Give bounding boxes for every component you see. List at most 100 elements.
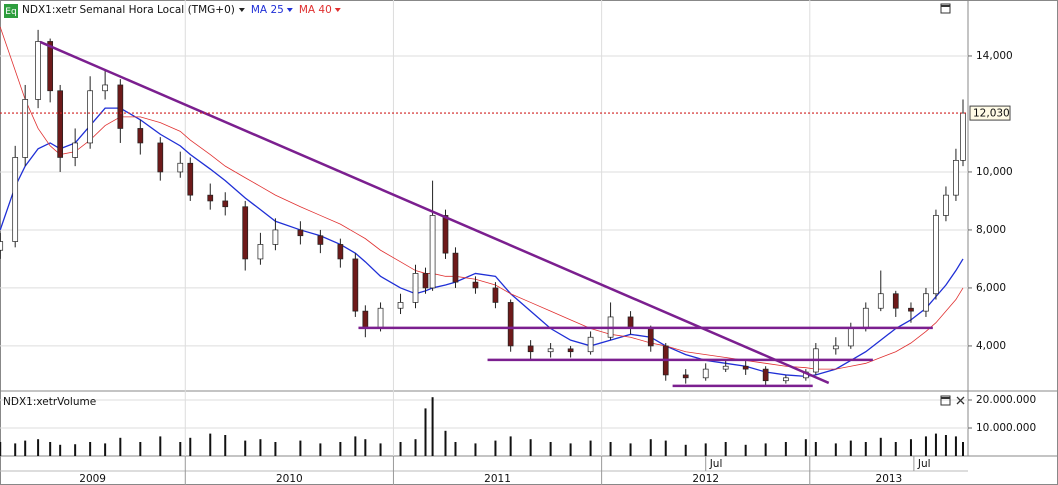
- candle-body: [847, 328, 854, 347]
- volume-bar: [909, 439, 912, 456]
- candle-body: [492, 287, 499, 303]
- x-tick-label: 2009: [79, 473, 106, 485]
- volume-bar: [549, 442, 552, 456]
- candle-body: [297, 229, 304, 237]
- candle-body: [0, 241, 4, 251]
- volume-bar: [944, 435, 947, 456]
- candle-body: [352, 258, 359, 312]
- y-tick-label: 14,000: [976, 50, 1013, 62]
- volume-bar: [804, 439, 807, 456]
- volume-bar: [339, 442, 342, 456]
- volume-bar: [139, 442, 142, 456]
- candle-body: [207, 194, 214, 202]
- y-tick-label: 10,000: [976, 166, 1013, 178]
- candle-body: [923, 293, 929, 312]
- candle-body: [960, 112, 966, 161]
- candle-body: [442, 215, 449, 254]
- candle-body: [242, 206, 249, 260]
- candle-body: [547, 348, 554, 353]
- candle-body: [943, 194, 949, 216]
- volume-bar: [399, 442, 402, 456]
- candle-body: [702, 368, 709, 379]
- volume-bar: [159, 436, 162, 456]
- candle-body: [222, 200, 229, 208]
- trendline: [39, 40, 830, 385]
- candle-body: [722, 365, 729, 370]
- candle-body: [362, 310, 369, 329]
- window-button[interactable]: [940, 395, 951, 406]
- volume-bar: [431, 397, 434, 456]
- volume-bar: [259, 439, 262, 456]
- volume-bar: [784, 442, 787, 456]
- candle-body: [762, 368, 769, 382]
- volume-bar: [59, 444, 62, 456]
- candle-body: [12, 157, 19, 242]
- volume-bar: [954, 436, 957, 456]
- chart-title: NDX1:xetr Semanal Hora Local (TMG+0): [22, 4, 235, 16]
- candle-body: [177, 162, 184, 173]
- volume-bar: [104, 443, 107, 456]
- volume-bar: [934, 433, 937, 456]
- legend-arrow: [286, 8, 293, 12]
- volume-bar: [319, 443, 322, 456]
- badge-box: [4, 4, 18, 18]
- candle-body: [862, 307, 869, 329]
- candle-body: [35, 41, 41, 100]
- x-tick-label: 2011: [484, 473, 511, 485]
- badge: Eq: [5, 7, 16, 17]
- x-tick-label: 2012: [692, 473, 719, 485]
- candle-body: [22, 99, 29, 158]
- candle-body: [452, 252, 459, 283]
- close-button[interactable]: [956, 396, 965, 405]
- last-price-box: [969, 105, 1011, 121]
- volume-bar: [894, 442, 897, 456]
- y-tick-label: 20.000.000: [976, 394, 1036, 406]
- volume-bar: [664, 440, 667, 456]
- volume-title: NDX1:xetrVolume: [3, 396, 96, 408]
- candle-body: [587, 336, 594, 353]
- volume-bar: [444, 430, 447, 456]
- volume-bar: [962, 442, 965, 456]
- candle-body: [397, 302, 404, 309]
- volume-bar: [89, 442, 92, 456]
- candle-body: [337, 244, 344, 260]
- candle-body: [102, 84, 108, 92]
- legend-arrow: [238, 8, 245, 12]
- candle-body: [933, 215, 939, 295]
- candle-body: [832, 345, 839, 350]
- candle-body: [187, 162, 194, 196]
- volume-bar: [119, 437, 122, 456]
- volume-bar: [179, 442, 182, 456]
- window-button[interactable]: [940, 3, 951, 14]
- volume-bar: [364, 439, 367, 456]
- volume-bar: [879, 437, 882, 456]
- volume-bar: [864, 442, 867, 456]
- volume-bar: [569, 443, 572, 456]
- y-tick-label: 6,000: [976, 282, 1006, 294]
- plot: 2009 2010 2011 2012 2013 Jul Jul 4,000 6,000 8,00…: [0, 0, 1036, 485]
- candle-body: [412, 273, 419, 303]
- volume-bar: [629, 443, 632, 456]
- volume-bar: [24, 440, 27, 456]
- candle-body: [782, 377, 789, 382]
- volume-bar: [849, 440, 852, 456]
- volume-bar: [244, 440, 247, 456]
- volume-bar: [424, 408, 427, 456]
- candle-body: [953, 159, 959, 196]
- candle-body: [742, 365, 749, 370]
- candle-body: [647, 328, 654, 347]
- volume-bar: [589, 440, 592, 456]
- volume-bar: [764, 443, 767, 456]
- volume-bar: [744, 444, 747, 456]
- candle-body: [908, 307, 914, 312]
- volume-bar: [37, 439, 40, 456]
- volume-bar: [209, 433, 212, 456]
- candle-body: [877, 293, 884, 309]
- volume-bar: [379, 443, 382, 456]
- last-price-label: 12,030: [973, 108, 1010, 120]
- candle-body: [317, 235, 324, 245]
- volume-bar: [834, 443, 837, 456]
- candle-body: [137, 128, 144, 144]
- volume-bar: [649, 439, 652, 456]
